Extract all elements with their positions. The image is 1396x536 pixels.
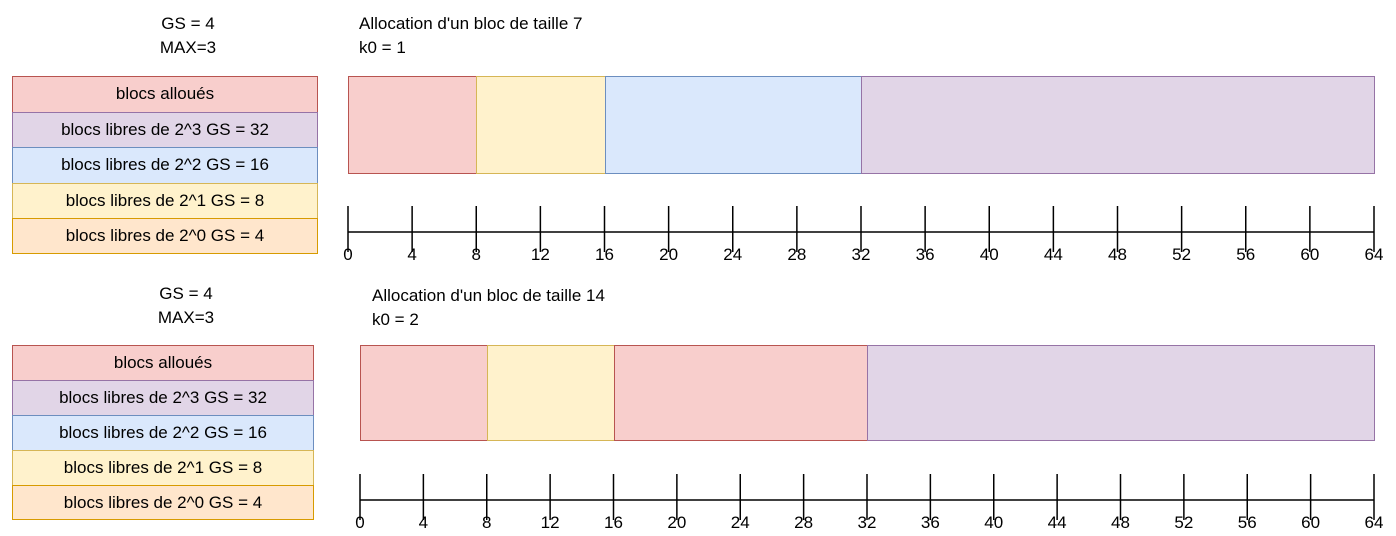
memory-block-0-8 <box>348 76 478 174</box>
axis-tick-label-16: 16 <box>604 513 623 532</box>
axis-tick-label-24: 24 <box>723 245 742 264</box>
axis-tick-label-16: 16 <box>595 245 614 264</box>
axis-tick-label-0: 0 <box>343 245 352 264</box>
axis-tick-label-4: 4 <box>407 245 416 264</box>
axis-tick-label-20: 20 <box>667 513 686 532</box>
axis-tick-label-60: 60 <box>1300 245 1319 264</box>
legend-item-p2: blocs libres de 2^2 GS = 16 <box>12 147 318 184</box>
legend-item-p0: blocs libres de 2^0 GS = 4 <box>12 485 314 520</box>
axis-tick-label-48: 48 <box>1111 513 1130 532</box>
axis-tick-label-12: 12 <box>531 245 550 264</box>
axis-tick-label-44: 44 <box>1044 245 1063 264</box>
legend-item-p1: blocs libres de 2^1 GS = 8 <box>12 450 314 486</box>
panel-1-max-label: MAX=3 <box>159 38 217 57</box>
axis-tick-label-0: 0 <box>355 513 364 532</box>
axis-tick-label-60: 60 <box>1301 513 1320 532</box>
panel-2-legend: blocs alloués blocs libres de 2^3 GS = 32… <box>12 345 314 520</box>
panel-1-legend: blocs alloués blocs libres de 2^3 GS = 32… <box>12 76 318 254</box>
axis-tick-label-24: 24 <box>731 513 750 532</box>
axis-tick-label-32: 32 <box>858 513 877 532</box>
memory-block-32-64 <box>861 76 1375 174</box>
panel-2-max-label: MAX=3 <box>157 308 215 327</box>
panel-1-memory-bar <box>348 76 1375 174</box>
axis-tick-label-52: 52 <box>1172 245 1191 264</box>
axis-tick-label-8: 8 <box>472 245 481 264</box>
axis-tick-label-28: 28 <box>787 245 806 264</box>
memory-block-16-32 <box>613 345 868 441</box>
panel-1-title: Allocation d'un bloc de taille 7 <box>359 14 583 33</box>
axis-tick-label-64: 64 <box>1365 245 1384 264</box>
panel-1-k0-label: k0 = 1 <box>359 38 406 57</box>
legend-item-p3: blocs libres de 2^3 GS = 32 <box>12 380 314 416</box>
axis-tick-label-56: 56 <box>1236 245 1255 264</box>
panel-2-k0-label: k0 = 2 <box>372 310 419 329</box>
legend-item-alloue: blocs alloués <box>12 345 314 381</box>
axis-tick-label-4: 4 <box>419 513 428 532</box>
legend-item-p1: blocs libres de 2^1 GS = 8 <box>12 182 318 220</box>
memory-block-16-32 <box>604 76 862 174</box>
axis-tick-label-44: 44 <box>1048 513 1067 532</box>
panel-2-gs-label: GS = 4 <box>159 284 213 303</box>
memory-block-32-64 <box>867 345 1375 441</box>
panel-1-gs-label: GS = 4 <box>161 14 215 33</box>
axis-tick-label-20: 20 <box>659 245 678 264</box>
axis-tick-label-12: 12 <box>541 513 560 532</box>
legend-item-p3: blocs libres de 2^3 GS = 32 <box>12 111 318 149</box>
axis-tick-label-56: 56 <box>1238 513 1257 532</box>
panel-2-axis: 0 4 8 12 16 20 24 28 32 36 40 44 48 52 56 60 64 <box>355 474 1384 532</box>
axis-tick-label-32: 32 <box>852 245 871 264</box>
legend-item-p0: blocs libres de 2^0 GS = 4 <box>12 218 318 254</box>
axis-tick-label-36: 36 <box>916 245 935 264</box>
panel-2-memory-bar <box>360 345 1375 441</box>
memory-block-8-16 <box>486 345 615 441</box>
legend-item-p2: blocs libres de 2^2 GS = 16 <box>12 415 314 451</box>
axis-tick-label-8: 8 <box>482 513 491 532</box>
axis-tick-label-64: 64 <box>1365 513 1384 532</box>
axis-tick-label-28: 28 <box>794 513 813 532</box>
axis-tick-label-52: 52 <box>1174 513 1193 532</box>
memory-block-0-8 <box>360 345 488 441</box>
panel-2-title: Allocation d'un bloc de taille 14 <box>372 286 605 305</box>
axis-tick-label-40: 40 <box>984 513 1003 532</box>
panel-1-axis: 0 4 8 12 16 20 24 28 32 36 40 44 48 52 56 60 64 <box>343 206 1384 264</box>
axis-tick-label-40: 40 <box>980 245 999 264</box>
axis-tick-label-48: 48 <box>1108 245 1127 264</box>
legend-item-alloue: blocs alloués <box>12 76 318 113</box>
axis-tick-label-36: 36 <box>921 513 940 532</box>
memory-block-8-16 <box>476 76 606 174</box>
